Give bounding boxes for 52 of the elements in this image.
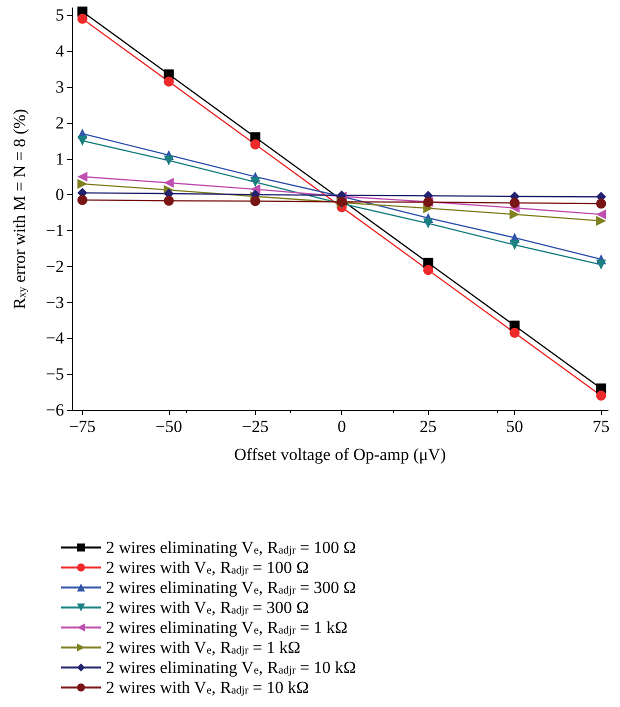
point [164, 156, 174, 166]
legend-label: 2 wires with Ve, Radjr = 1 kΩ [106, 638, 300, 657]
point [77, 178, 88, 189]
x-tick-label: −25 [242, 417, 269, 436]
y-tick-label: 4 [56, 42, 64, 61]
point [77, 14, 88, 24]
point [596, 216, 606, 226]
point [164, 196, 174, 206]
legend-label: 2 wires eliminating Ve, Radjr = 10 kΩ [106, 658, 356, 677]
point [510, 328, 520, 338]
y-tick-label: 0 [56, 185, 64, 204]
point [596, 260, 606, 270]
point [164, 178, 174, 188]
legend-label: 2 wires with Ve, Radjr = 300 Ω [106, 598, 309, 617]
point [510, 240, 520, 250]
point [250, 139, 260, 150]
point [164, 76, 174, 87]
x-tick-label: 75 [592, 417, 610, 436]
y-axis-title: Rxy error with M = N = 8 (%) [10, 108, 29, 310]
y-tick-label: −4 [46, 328, 64, 348]
point [77, 172, 88, 182]
x-tick-label: 25 [420, 417, 437, 436]
legend-label: 2 wires eliminating Ve, Radjr = 100 Ω [106, 538, 356, 557]
y-tick-label: 2 [56, 113, 64, 132]
legend-label: 2 wires eliminating Ve, Radjr = 1 kΩ [106, 618, 348, 637]
y-tick-label: 3 [56, 77, 64, 96]
legend-label: 2 wires eliminating Ve, Radjr = 300 Ω [106, 578, 356, 597]
y-tick-label: −1 [46, 221, 64, 240]
y-tick-label: 5 [56, 6, 64, 25]
y-tick-label: −6 [46, 400, 64, 420]
point [596, 390, 606, 401]
x-tick-label: 0 [337, 417, 346, 436]
x-axis-title: Offset voltage of Op-amp (μV) [234, 445, 446, 464]
y-tick-label: 1 [56, 149, 64, 168]
y-tick-label: −3 [46, 292, 64, 312]
x-tick-label: 50 [506, 417, 524, 436]
y-tick-label: −5 [46, 364, 64, 384]
legend-label: 2 wires with Ve, Radjr = 10 kΩ [106, 678, 309, 697]
x-tick-label: −50 [156, 417, 182, 436]
point [510, 198, 520, 208]
point [596, 209, 606, 220]
legend-label: 2 wires with Ve, Radjr = 100 Ω [106, 558, 309, 577]
y-tick-label: −2 [46, 256, 64, 276]
point [250, 177, 260, 188]
point [250, 196, 260, 206]
x-tick-label: −75 [69, 417, 96, 436]
point [510, 209, 520, 220]
point [77, 136, 88, 146]
point [423, 265, 434, 276]
point [77, 195, 88, 206]
point [423, 218, 434, 228]
point [596, 198, 606, 209]
